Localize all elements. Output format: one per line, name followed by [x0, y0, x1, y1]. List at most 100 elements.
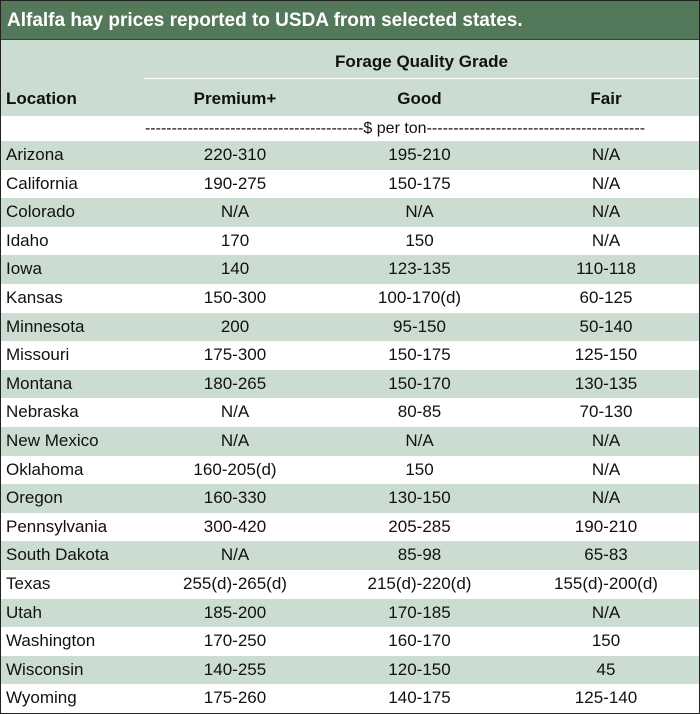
fair-cell: 50-140 [579, 316, 633, 336]
table-row: New Mexico N/A N/A N/A [1, 426, 699, 456]
fair-cell: N/A [591, 488, 621, 508]
premium-column-header: Premium+ [193, 89, 277, 108]
location-cell: Pennsylvania [6, 516, 108, 536]
good-cell: 95-150 [393, 316, 446, 336]
good-cell: 150-175 [388, 173, 451, 193]
premium-cell: 200 [220, 316, 250, 336]
fair-cell: 125-150 [574, 345, 638, 365]
table-row: Missouri 175-300 150-175 125-150 [1, 341, 699, 370]
good-cell: 205-285 [388, 516, 451, 536]
location-cell: New Mexico [6, 430, 99, 450]
location-cell: California [6, 173, 78, 193]
fair-cell: 65-83 [584, 545, 628, 565]
table-row: Colorado N/A N/A N/A [1, 198, 699, 227]
good-cell: 123-135 [388, 259, 451, 279]
good-cell: 170-185 [388, 602, 451, 622]
fair-cell: N/A [591, 602, 621, 622]
location-cell: Washington [6, 631, 96, 651]
premium-cell: N/A [220, 402, 250, 422]
table-body: Arizona 220-310 195-210 N/A California 190-27… [1, 141, 699, 713]
good-cell: 85-98 [397, 545, 442, 565]
fair-cell: N/A [591, 145, 621, 164]
table-row: Iowa 140 123-135 110-118 [1, 255, 699, 284]
premium-cell: 175-300 [203, 345, 267, 365]
table-row: Oklahoma 160-205(d) 150 N/A [1, 455, 699, 485]
premium-cell: 175-260 [203, 688, 267, 708]
premium-cell: 140 [220, 259, 250, 279]
location-cell: Oregon [6, 488, 63, 508]
good-cell: 150 [405, 230, 434, 250]
fair-cell: 190-210 [574, 516, 638, 536]
good-cell: 100-170(d) [377, 287, 462, 307]
premium-cell: N/A [220, 202, 250, 222]
fair-cell: N/A [591, 459, 621, 479]
unit-row: ----------------------------------------… [1, 116, 699, 141]
fair-cell: N/A [591, 173, 621, 193]
good-cell: 215(d)-220(d) [367, 573, 472, 593]
good-cell: 130-150 [388, 488, 451, 508]
good-cell: 120-150 [388, 659, 451, 679]
premium-cell: 300-420 [203, 516, 267, 536]
premium-cell: 150-300 [203, 287, 267, 307]
premium-cell: 190-275 [203, 173, 267, 193]
location-cell: Minnesota [6, 316, 85, 336]
premium-cell: 160-205(d) [193, 459, 277, 479]
table-row: Kansas 150-300 100-170(d) 60-125 [1, 283, 699, 313]
fair-cell: 70-130 [579, 402, 633, 422]
table-row: Nebraska N/A 80-85 70-130 [1, 398, 699, 427]
location-cell: Iowa [6, 259, 42, 279]
table-row: Montana 180-265 150-170 130-135 [1, 369, 699, 399]
fair-cell: N/A [591, 430, 621, 450]
location-cell: Montana [6, 373, 73, 393]
fair-cell: 60-125 [579, 287, 633, 307]
fair-cell: 130-135 [574, 373, 638, 393]
table-row: Arizona 220-310 195-210 N/A [1, 141, 699, 170]
premium-cell: 255(d)-265(d) [183, 573, 287, 593]
table-header: Forage Quality Grade Location Premium+ G… [1, 40, 699, 116]
location-cell: Wyoming [6, 688, 77, 708]
location-cell: Wisconsin [6, 659, 84, 679]
good-column-header: Good [397, 89, 442, 108]
table-row: South Dakota N/A 85-98 65-83 [1, 541, 699, 570]
premium-cell: 180-265 [203, 373, 267, 393]
location-cell: Utah [6, 602, 42, 622]
table-row: Pennsylvania 300-420 205-285 190-210 [1, 512, 699, 542]
good-cell: 195-210 [388, 145, 451, 164]
location-cell: South Dakota [6, 545, 110, 565]
location-cell: Oklahoma [6, 459, 84, 479]
premium-cell: N/A [220, 430, 250, 450]
good-cell: 150-170 [388, 373, 451, 393]
location-cell: Arizona [6, 145, 64, 164]
location-column-header: Location [6, 89, 77, 108]
location-cell: Nebraska [6, 402, 79, 422]
location-cell: Idaho [6, 230, 49, 250]
location-cell: Colorado [6, 202, 75, 222]
good-cell: N/A [405, 202, 434, 222]
good-cell: 80-85 [397, 402, 442, 422]
location-cell: Kansas [6, 287, 63, 307]
location-cell: Texas [6, 573, 51, 593]
table-row: Oregon 160-330 130-150 N/A [1, 484, 699, 513]
header-divider [144, 78, 699, 79]
grade-group-header: Forage Quality Grade [335, 52, 508, 71]
premium-cell: 140-255 [203, 659, 267, 679]
good-cell: 140-175 [388, 688, 451, 708]
fair-cell: 155(d)-200(d) [554, 573, 658, 593]
fair-cell: 125-140 [574, 688, 638, 708]
table-row: Idaho 170 150 N/A [1, 226, 699, 256]
premium-cell: N/A [220, 545, 250, 565]
location-cell: Missouri [6, 345, 70, 365]
fair-column-header: Fair [590, 89, 622, 108]
table-row: California 190-275 150-175 N/A [1, 169, 699, 199]
fair-cell: N/A [591, 230, 621, 250]
premium-cell: 160-330 [203, 488, 267, 508]
fair-cell: 110-118 [576, 259, 636, 279]
premium-cell: 170-250 [203, 631, 267, 651]
good-cell: N/A [405, 430, 434, 450]
fair-cell: 45 [596, 659, 616, 679]
premium-cell: 185-200 [203, 602, 267, 622]
table-row: Minnesota 200 95-150 50-140 [1, 312, 699, 342]
table-title: Alfalfa hay prices reported to USDA from… [1, 1, 699, 40]
table-row: Wisconsin 140-255 120-150 45 [1, 655, 699, 685]
